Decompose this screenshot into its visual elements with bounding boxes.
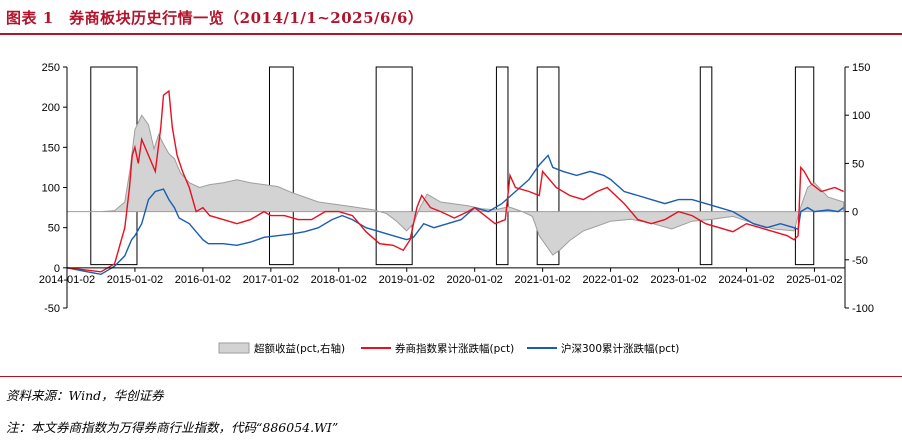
x-tick-label: 2022-01-02	[582, 274, 638, 286]
x-tick-label: 2021-01-02	[514, 274, 570, 286]
left-tick-label: 150	[42, 142, 60, 154]
left-tick-label: 50	[48, 223, 60, 235]
bottom-rule	[0, 376, 902, 377]
x-tick-label: 2018-01-02	[311, 274, 367, 286]
x-tick-label: 2025-01-02	[786, 274, 842, 286]
right-tick-label: -50	[852, 255, 868, 267]
legend-label-excess: 超额收益(pct,右轴)	[254, 342, 345, 355]
x-tick-label: 2019-01-02	[379, 274, 435, 286]
x-tick-label: 2015-01-02	[107, 274, 163, 286]
left-tick-label: 100	[42, 183, 60, 195]
legend: 超额收益(pct,右轴) 券商指数累计涨跌幅(pct) 沪深300累计涨跌幅(pct…	[218, 342, 679, 355]
left-tick-label: -50	[44, 303, 60, 315]
title-bar: 图表 1 券商板块历史行情一览（2014/1/1~2025/6/6）	[0, 0, 902, 35]
highlight-box-2	[268, 66, 294, 266]
x-tick-label: 2024-01-02	[718, 274, 774, 286]
legend-label-broker: 券商指数累计涨跌幅(pct)	[395, 342, 514, 355]
excess-return-area	[67, 114, 845, 256]
highlight-box-4	[495, 66, 509, 266]
highlight-box-7	[794, 66, 815, 266]
x-tick-label: 2023-01-02	[650, 274, 706, 286]
x-tick-label: 2016-01-02	[175, 274, 231, 286]
x-tick-label: 2014-01-02	[39, 274, 95, 286]
right-tick-label: 100	[852, 110, 870, 122]
hs300-line	[66, 154, 845, 276]
title-rule	[0, 33, 902, 35]
right-tick-label: 150	[852, 62, 870, 74]
highlight-box-3	[375, 66, 413, 266]
left-tick-label: 250	[42, 62, 60, 74]
right-tick-label: 50	[852, 158, 864, 170]
highlight-boxes	[90, 66, 815, 266]
page-title: 图表 1 券商板块历史行情一览（2014/1/1~2025/6/6）	[6, 9, 424, 27]
axes: -50 0 50 100 150 200 250 -100 -50 0 50 100 150 2014-0…	[39, 62, 874, 315]
footnote: 注：本文券商指数为万得券商行业指数，代码“886054.WI”	[6, 420, 339, 435]
x-tick-label: 2020-01-02	[447, 274, 503, 286]
right-tick-label: -100	[852, 303, 874, 315]
right-tick-label: 0	[852, 207, 858, 219]
left-tick-label: 200	[42, 102, 60, 114]
x-tick-label: 2017-01-02	[243, 274, 299, 286]
legend-label-hs300: 沪深300累计涨跌幅(pct)	[561, 342, 679, 355]
highlight-box-5	[536, 66, 560, 266]
left-tick-label: 0	[54, 263, 60, 275]
chart: -50 0 50 100 150 200 250 -100 -50 0 50 100 150 2014-0…	[39, 62, 874, 355]
broker-index-line	[66, 89, 844, 273]
highlight-box-6	[699, 66, 713, 266]
source-note: 资料来源：Wind，华创证券	[6, 388, 164, 403]
legend-swatch-excess	[218, 342, 250, 354]
